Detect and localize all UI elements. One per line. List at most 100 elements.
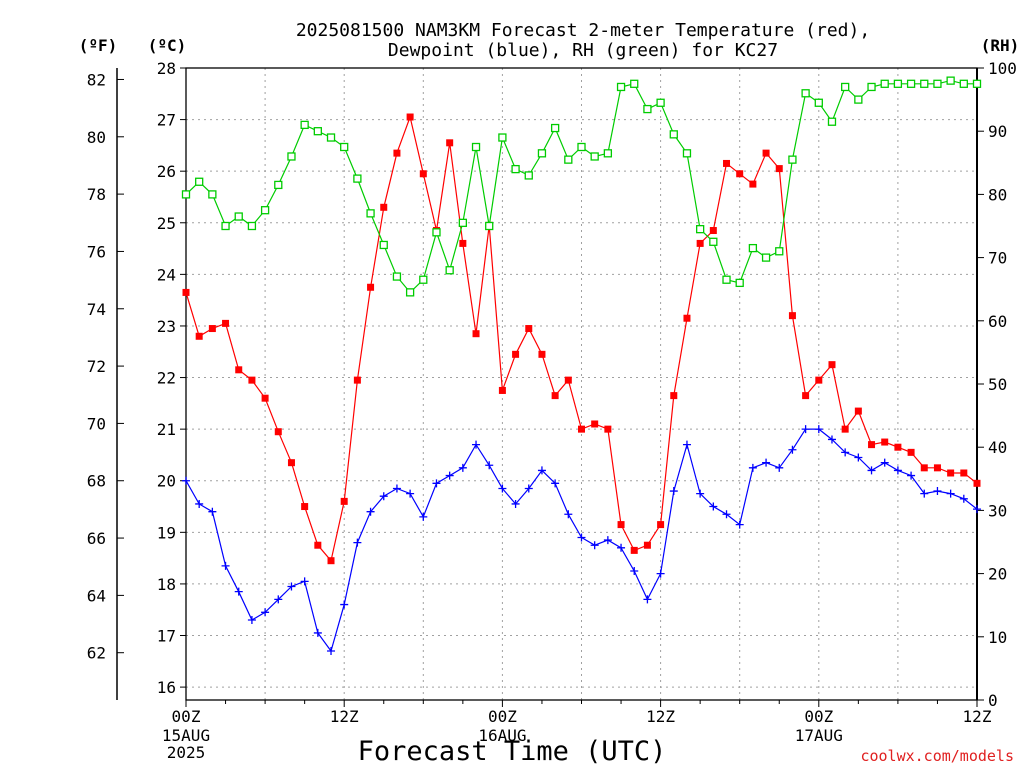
dewpoint-series <box>182 425 981 655</box>
dewpoint-point <box>880 458 889 467</box>
temperature-point <box>208 325 216 333</box>
rh-point <box>458 218 468 227</box>
rh-point <box>880 79 889 88</box>
fahrenheit-tick-label: 78 <box>87 185 106 204</box>
rh-point <box>814 98 823 107</box>
x-tick-date-label: 17AUG <box>795 726 843 745</box>
temperature-point <box>854 407 862 415</box>
dewpoint-point <box>590 541 599 550</box>
x-tick-label: 12Z <box>646 707 675 726</box>
x-tick-label: 12Z <box>963 707 992 726</box>
fahrenheit-tick-label: 62 <box>87 644 106 663</box>
rh-point <box>788 155 797 164</box>
fahrenheit-tick-label: 70 <box>87 414 106 433</box>
rh-point <box>221 221 230 231</box>
temperature-point <box>630 546 638 554</box>
rh-point <box>775 247 784 256</box>
fahrenheit-tick-label: 74 <box>87 300 106 319</box>
x-tick-date-label: 16AUG <box>478 726 526 745</box>
fahrenheit-tick-label: 68 <box>87 472 106 491</box>
temperature-point <box>195 332 203 340</box>
dewpoint-point <box>551 479 560 488</box>
plot-frame <box>185 67 978 701</box>
temperature-point <box>723 159 731 167</box>
dewpoint-point <box>748 463 757 472</box>
temperature-point <box>367 283 375 291</box>
dewpoint-point <box>247 616 256 625</box>
temperature-point <box>525 325 533 333</box>
temperature-point <box>353 376 361 384</box>
temperature-point <box>459 239 467 247</box>
temperature-point <box>881 438 889 446</box>
celsius-tick-label: 19 <box>157 523 176 542</box>
temperature-point <box>301 503 309 511</box>
rh-point <box>366 209 375 218</box>
rh-point <box>748 243 758 253</box>
series <box>181 76 982 655</box>
x-tick-label: 12Z <box>330 707 359 726</box>
dewpoint-point <box>788 445 797 454</box>
dewpoint-point <box>340 600 349 609</box>
rh-point <box>630 79 639 88</box>
watermark: coolwx.com/models <box>860 747 1014 765</box>
dewpoint-point <box>274 595 283 604</box>
temperature-point <box>947 469 955 477</box>
dewpoint-point <box>735 520 744 529</box>
rh-point <box>234 212 243 221</box>
rh-point <box>933 79 942 88</box>
dewpoint-point <box>696 489 705 498</box>
temperature-point <box>841 425 849 433</box>
dewpoint-point <box>946 489 955 498</box>
rh-tick-label: 50 <box>988 375 1007 394</box>
rh-point <box>524 171 533 180</box>
dewpoint-point <box>564 510 573 519</box>
fahrenheit-tick-label: 76 <box>87 242 106 261</box>
dewpoint-point <box>907 471 916 480</box>
dewpoint-point <box>603 536 612 545</box>
rh-point <box>340 142 349 152</box>
celsius-tick-label: 16 <box>157 678 176 697</box>
rh-point <box>419 275 428 284</box>
temperature-point <box>327 557 335 565</box>
dewpoint-point <box>577 533 586 542</box>
temperature-point <box>960 469 968 477</box>
rh-point <box>643 104 652 114</box>
dewpoint-point <box>933 487 942 496</box>
celsius-tick-label: 23 <box>157 317 176 336</box>
rh-point <box>682 149 692 158</box>
rh-tick-label: 70 <box>988 249 1007 268</box>
dewpoint-point <box>432 479 441 488</box>
x-tick-date-label: 15AUG <box>162 726 210 745</box>
dewpoint-point <box>537 466 546 475</box>
rh-unit-label: (RH) <box>981 36 1020 55</box>
temperature-point <box>868 441 876 449</box>
rh-tick-label: 40 <box>988 438 1007 457</box>
rh-point <box>392 272 402 281</box>
rh-point <box>841 82 850 92</box>
fahrenheit-tick-label: 72 <box>87 357 106 376</box>
temperature-point <box>788 312 796 320</box>
rh-point <box>353 174 362 183</box>
dewpoint-point <box>406 489 415 498</box>
temperature-point <box>749 180 757 188</box>
rh-point <box>181 190 191 199</box>
rh-point <box>920 79 929 88</box>
rh-tick-label: 90 <box>988 122 1007 141</box>
temperature-point <box>182 288 190 296</box>
temperature-point <box>907 448 915 456</box>
rh-point <box>471 142 481 152</box>
dewpoint-point <box>195 499 204 508</box>
rh-point <box>867 82 876 92</box>
dewpoint-point <box>445 471 454 480</box>
dewpoint-point <box>458 463 467 472</box>
temperature-point <box>643 541 651 549</box>
temperature-point <box>670 392 678 400</box>
dewpoint-point <box>379 492 388 501</box>
rh-tick-label: 30 <box>988 501 1007 520</box>
temperature-point <box>551 392 559 400</box>
temperature-point <box>248 376 256 384</box>
dewpoint-point <box>973 505 981 514</box>
temperature-point <box>235 366 243 374</box>
rh-tick-label: 0 <box>988 691 998 710</box>
temperature-point <box>472 330 480 338</box>
